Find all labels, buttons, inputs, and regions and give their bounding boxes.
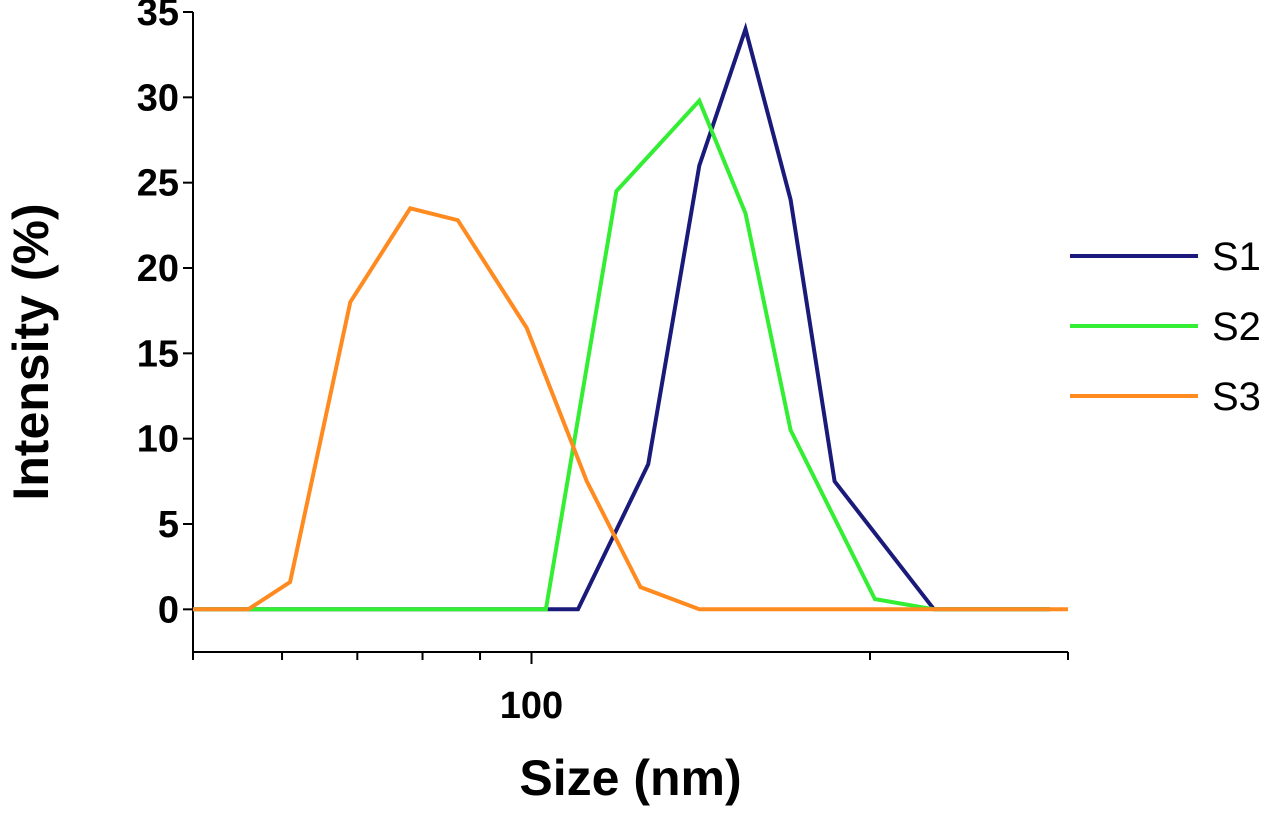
- y-tick-label: 35: [137, 0, 179, 34]
- series-layer: [193, 22, 1068, 612]
- legend-label-s2: S2: [1212, 305, 1261, 349]
- y-tick-label: 15: [137, 333, 179, 375]
- axes: [192, 12, 1068, 653]
- legend-label-s1: S1: [1212, 235, 1261, 279]
- y-tick-label: 10: [137, 419, 179, 461]
- series-line-s3: [193, 206, 1068, 612]
- x-ticks: 100: [192, 652, 1069, 727]
- legend: S1 S2 S3: [1070, 235, 1261, 419]
- y-tick-label: 25: [137, 163, 179, 205]
- series-line-s2: [193, 97, 1050, 612]
- y-tick-label: 30: [137, 77, 179, 119]
- y-ticks: 0 5 10 15 20 25 30 35: [137, 0, 193, 631]
- y-axis-title: Intensity (%): [3, 203, 59, 500]
- y-tick-label: 20: [137, 248, 179, 290]
- legend-label-s3: S3: [1212, 375, 1261, 419]
- series-line-s1: [193, 22, 1050, 612]
- x-tick-label: 100: [500, 685, 563, 727]
- y-tick-label: 5: [158, 504, 179, 546]
- y-tick-label: 0: [158, 589, 179, 631]
- x-axis-title: Size (nm): [519, 750, 741, 806]
